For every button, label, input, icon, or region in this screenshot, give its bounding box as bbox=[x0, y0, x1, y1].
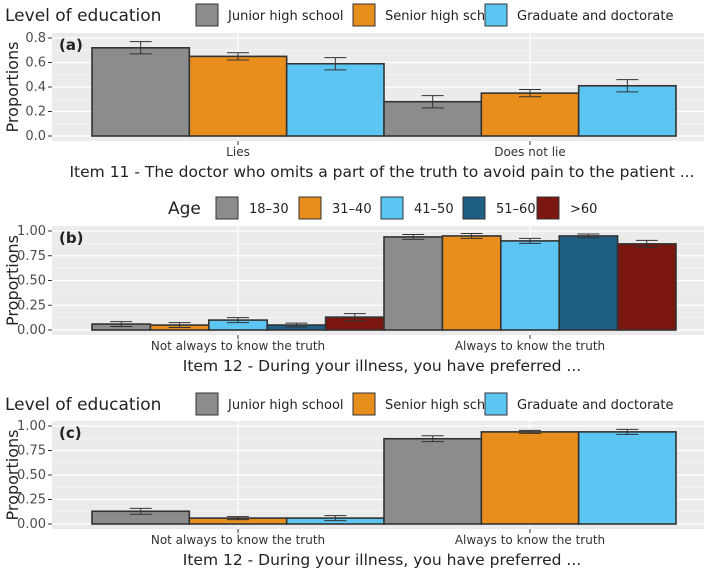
y-tick-label: 1.00 bbox=[17, 224, 46, 239]
legend-swatch bbox=[484, 392, 508, 416]
bar bbox=[480, 92, 580, 137]
panel-3: Level of education Junior high school Seni… bbox=[3, 392, 704, 569]
bar bbox=[383, 236, 444, 331]
bar bbox=[616, 243, 677, 331]
legend-label: Junior high school bbox=[227, 9, 344, 24]
legend-label: Senior high school bbox=[385, 9, 505, 24]
bar bbox=[383, 437, 483, 525]
y-tick-label: 0.50 bbox=[17, 274, 46, 289]
category-label: Not always to know the truth bbox=[151, 339, 325, 353]
panel-label: (b) bbox=[59, 229, 83, 247]
legend-label: >60 bbox=[570, 202, 597, 217]
bar bbox=[91, 46, 191, 137]
y-tick-label: 0.6 bbox=[25, 56, 46, 71]
legend-swatch bbox=[352, 392, 376, 416]
bar bbox=[285, 62, 385, 137]
bar bbox=[383, 100, 483, 137]
y-tick-label: 0.0 bbox=[25, 129, 46, 144]
y-tick-label: 0.4 bbox=[25, 80, 46, 95]
y-tick-label: 0.25 bbox=[17, 298, 46, 313]
legend-swatch bbox=[195, 392, 219, 416]
bar bbox=[558, 235, 619, 331]
y-axis-title: Proportions bbox=[3, 430, 22, 521]
legend-swatch bbox=[298, 196, 322, 220]
category-label: Lies bbox=[226, 145, 250, 159]
bar bbox=[499, 240, 560, 331]
category-label: Not always to know the truth bbox=[151, 533, 325, 547]
y-axis-title: Proportions bbox=[3, 42, 22, 133]
legend-label: Senior high school bbox=[385, 398, 505, 413]
category-label: Always to know the truth bbox=[455, 339, 605, 353]
panel-2: Age 18–30 31–40 41–50 51–60 >60 0.00 0.25 0.50 0.… bbox=[3, 196, 704, 375]
y-tick-label: 0.2 bbox=[25, 105, 46, 120]
y-tick-label: 0.50 bbox=[17, 468, 46, 483]
legend-label: 51–60 bbox=[496, 202, 536, 217]
x-axis-title: Item 12 - During your illness, you have … bbox=[183, 357, 581, 375]
legend-swatch bbox=[352, 3, 376, 27]
bar bbox=[577, 431, 677, 525]
y-tick-label: 0.8 bbox=[25, 31, 46, 46]
y-tick-label: 0.25 bbox=[17, 493, 46, 508]
y-tick-label: 0.00 bbox=[17, 517, 46, 532]
x-axis-title: Item 12 - During your illness, you have … bbox=[183, 551, 581, 569]
legend-title: Age bbox=[168, 199, 201, 219]
panel-label: (c) bbox=[59, 424, 82, 442]
legend-title: Level of education bbox=[5, 6, 161, 26]
bar bbox=[480, 431, 580, 525]
panel-1: Level of education Junior high school Seni… bbox=[3, 3, 704, 181]
legend-swatch bbox=[536, 196, 560, 220]
legend-label: Graduate and doctorate bbox=[517, 398, 673, 413]
legend-label: Graduate and doctorate bbox=[517, 9, 673, 24]
bar bbox=[441, 235, 502, 331]
bar bbox=[188, 55, 288, 137]
y-tick-label: 0.75 bbox=[17, 249, 46, 264]
category-label: Does not lie bbox=[494, 145, 566, 159]
legend-label: 31–40 bbox=[332, 202, 372, 217]
legend-swatch bbox=[195, 3, 219, 27]
category-label: Always to know the truth bbox=[455, 533, 605, 547]
y-axis-title: Proportions bbox=[3, 235, 22, 326]
legend-swatch bbox=[380, 196, 404, 220]
panel-label: (a) bbox=[59, 36, 83, 54]
legend-label: 18–30 bbox=[249, 202, 289, 217]
bar bbox=[577, 84, 677, 137]
x-axis-title: Item 11 - The doctor who omits a part of… bbox=[69, 163, 694, 181]
y-tick-label: 0.75 bbox=[17, 444, 46, 459]
legend-swatch bbox=[462, 196, 486, 220]
legend-label: 41–50 bbox=[414, 202, 454, 217]
y-tick-label: 0.00 bbox=[17, 323, 46, 338]
legend-swatch bbox=[484, 3, 508, 27]
legend-swatch bbox=[215, 196, 239, 220]
legend-label: Junior high school bbox=[227, 398, 344, 413]
y-tick-label: 1.00 bbox=[17, 419, 46, 434]
legend-title: Level of education bbox=[5, 395, 161, 415]
